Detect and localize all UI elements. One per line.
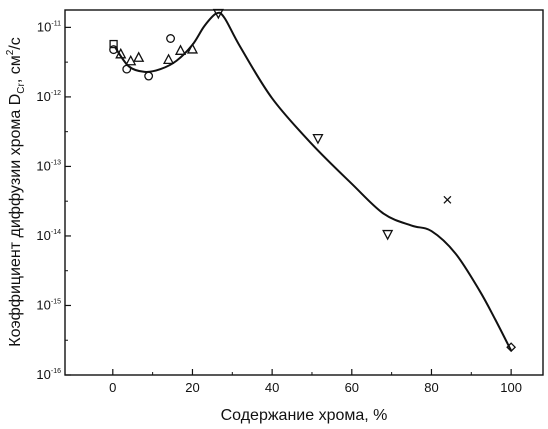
triangle-down-point: [313, 135, 322, 144]
y-tick-label: 10-13: [36, 158, 61, 173]
plot-frame: [65, 10, 543, 375]
x-tick-label: 80: [424, 380, 438, 395]
circle-point: [123, 65, 131, 73]
y-axis-title: Коэффициент диффузии хрома DCr, см2/с: [5, 37, 27, 347]
triangle-up-point: [134, 53, 143, 62]
y-tick-label: 10-16: [36, 367, 61, 382]
data-points: [110, 9, 515, 351]
triangle-up-point: [176, 46, 185, 55]
fit-curve: [115, 13, 511, 351]
circle-point: [145, 72, 153, 80]
x-tick-label: 40: [265, 380, 279, 395]
triangle-up-point: [164, 55, 173, 64]
x-tick-label: 20: [185, 380, 199, 395]
y-tick-label: 10-15: [36, 297, 61, 312]
circle-point: [167, 35, 175, 43]
x-tick-label: 100: [500, 380, 522, 395]
x-axis-ticks: 0 20 40 60 80 100: [109, 369, 522, 395]
y-axis-ticks: 10-11 10-12 10-13 10-14 10-15 10-16: [36, 19, 71, 382]
x-tick-label: 60: [345, 380, 359, 395]
y-tick-label: 10-14: [36, 228, 61, 243]
cross-point: [444, 196, 451, 203]
y-tick-label: 10-11: [37, 19, 61, 34]
x-tick-label: 0: [109, 380, 116, 395]
triangle-down-point: [383, 231, 392, 240]
y-tick-label: 10-12: [36, 89, 61, 104]
x-axis-title: Содержание хрома, %: [221, 407, 388, 424]
